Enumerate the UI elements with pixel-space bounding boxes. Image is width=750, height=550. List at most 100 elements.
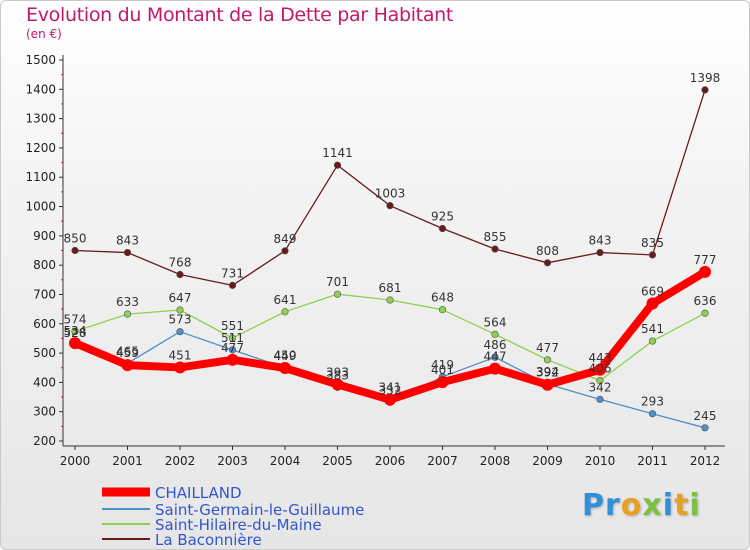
data-label: 669 (641, 285, 664, 299)
data-point (176, 328, 184, 336)
data-point (438, 306, 447, 314)
data-point (701, 424, 709, 432)
data-point (543, 259, 552, 267)
x-tick-label: 2010 (585, 454, 616, 468)
data-point (281, 247, 289, 255)
y-tick-label: 500 (33, 346, 56, 360)
data-point (594, 363, 606, 376)
data-label: 477 (536, 341, 559, 355)
legend-label: La Baconnière (155, 531, 262, 549)
y-tick-label: 700 (33, 287, 56, 301)
data-label: 406 (589, 362, 612, 376)
data-label: 551 (221, 319, 244, 333)
data-point (596, 377, 604, 385)
data-point (648, 410, 657, 418)
data-label: 843 (589, 234, 612, 248)
data-label: 393 (326, 365, 349, 379)
data-point (226, 353, 239, 366)
data-label: 419 (431, 358, 454, 372)
data-label: 459 (116, 346, 139, 360)
data-point (386, 202, 394, 210)
data-point (281, 308, 289, 316)
y-tick-label: 300 (33, 405, 56, 419)
chart-title: Evolution du Montant de la Dette par Hab… (26, 4, 454, 26)
x-tick-label: 2004 (270, 454, 301, 468)
x-tick-label: 2008 (480, 454, 511, 468)
data-label: 534 (64, 324, 87, 338)
y-tick-label: 600 (33, 317, 56, 331)
data-point (491, 330, 499, 338)
x-tick-label: 2006 (375, 454, 406, 468)
data-point (333, 161, 342, 169)
data-label: 633 (116, 295, 139, 309)
data-label: 843 (116, 234, 139, 248)
data-point (71, 246, 79, 255)
x-tick-label: 2001 (112, 454, 143, 468)
data-point (333, 290, 342, 298)
data-label: 855 (484, 230, 507, 244)
data-point (491, 353, 499, 361)
data-label: 701 (326, 275, 349, 289)
data-point (541, 378, 554, 391)
data-label: 465 (116, 344, 139, 358)
data-point (386, 296, 394, 304)
data-point (228, 334, 237, 342)
legend-label: CHAILLAND (155, 484, 242, 502)
y-tick-label: 1000 (25, 200, 56, 214)
data-point (438, 224, 447, 233)
y-tick-label: 800 (33, 258, 56, 272)
data-label: 850 (64, 232, 87, 246)
x-tick-label: 2002 (165, 454, 196, 468)
data-point (279, 362, 291, 375)
x-tick-label: 2003 (217, 454, 248, 468)
x-tick-label: 2009 (532, 454, 563, 468)
data-point (543, 356, 552, 364)
data-label: 341 (379, 381, 402, 395)
data-point (71, 327, 79, 335)
y-tick-label: 1300 (25, 112, 56, 126)
legend-label: Saint-Germain-le-Guillaume (155, 501, 364, 519)
data-point (491, 245, 499, 253)
data-label: 245 (694, 409, 717, 423)
data-label: 401 (431, 363, 454, 377)
data-point (228, 281, 237, 289)
y-tick-label: 400 (33, 375, 56, 389)
data-point (121, 359, 134, 372)
data-point (701, 86, 709, 94)
data-point (701, 309, 709, 317)
y-tick-label: 900 (33, 229, 56, 243)
data-label: 477 (221, 341, 244, 355)
data-label: 332 (379, 383, 402, 397)
data-label: 449 (274, 349, 297, 363)
proxiti-logo: Proxiti (582, 488, 701, 523)
data-point (176, 270, 184, 279)
data-label: 511 (221, 331, 244, 345)
x-tick-label: 2007 (427, 454, 458, 468)
data-point (123, 310, 132, 318)
data-label: 528 (64, 326, 87, 340)
y-tick-label: 200 (33, 434, 56, 448)
data-label: 486 (484, 338, 507, 352)
data-point (436, 376, 449, 389)
data-label: 849 (274, 232, 297, 246)
y-tick-label: 1400 (25, 82, 56, 96)
data-label: 447 (484, 350, 507, 364)
data-point (331, 378, 344, 391)
y-tick-label: 1100 (25, 170, 56, 184)
data-label: 443 (589, 351, 612, 365)
data-label: 1003 (375, 187, 406, 201)
data-point (384, 393, 396, 406)
chart-subtitle: (en €) (26, 27, 62, 41)
x-tick-label: 2011 (637, 454, 668, 468)
data-label: 394 (536, 365, 559, 379)
y-tick-label: 1500 (25, 53, 56, 67)
data-point (596, 395, 604, 403)
data-point (648, 251, 657, 259)
data-label: 641 (274, 293, 297, 307)
data-label: 1141 (322, 146, 353, 160)
data-label: 925 (431, 210, 454, 224)
data-label: 777 (694, 253, 717, 267)
data-label: 450 (274, 349, 297, 363)
